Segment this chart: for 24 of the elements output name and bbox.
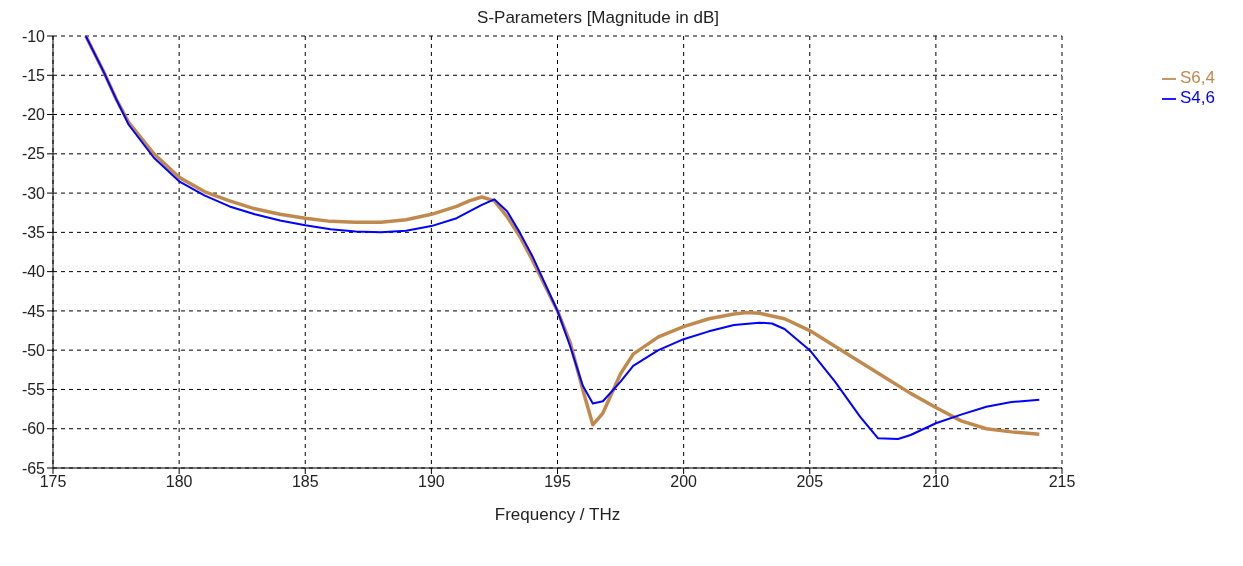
y-tick-label: -30 — [21, 184, 46, 202]
x-tick-label: 195 — [544, 473, 571, 491]
y-tick-label: -50 — [21, 341, 46, 359]
y-tick-label: -35 — [21, 224, 46, 242]
y-tick-label: -55 — [21, 381, 46, 399]
x-tick-label: 200 — [670, 473, 698, 491]
x-tick-label: 210 — [922, 473, 950, 491]
x-tick-label: 175 — [39, 473, 67, 491]
y-tick-label: -60 — [21, 420, 46, 438]
x-tick-label: 185 — [291, 473, 319, 491]
x-tick-label: 180 — [165, 473, 193, 491]
y-tick-label: -25 — [21, 145, 46, 163]
y-tick-label: -45 — [21, 302, 46, 320]
x-tick-label: 215 — [1048, 473, 1076, 491]
y-tick-label: -10 — [21, 27, 46, 45]
x-tick-label: 190 — [418, 473, 445, 491]
x-axis-title: Frequency / THz — [494, 505, 621, 524]
y-tick-label: -20 — [21, 106, 46, 124]
x-tick-label: 205 — [796, 473, 824, 491]
chart-title: S-Parameters [Magnitude in dB] — [476, 8, 720, 28]
y-tick-label: -15 — [21, 66, 46, 84]
legend-label: S6,4 — [1180, 68, 1215, 87]
y-tick-label: -40 — [21, 263, 46, 281]
legend-label: S4,6 — [1180, 88, 1215, 107]
